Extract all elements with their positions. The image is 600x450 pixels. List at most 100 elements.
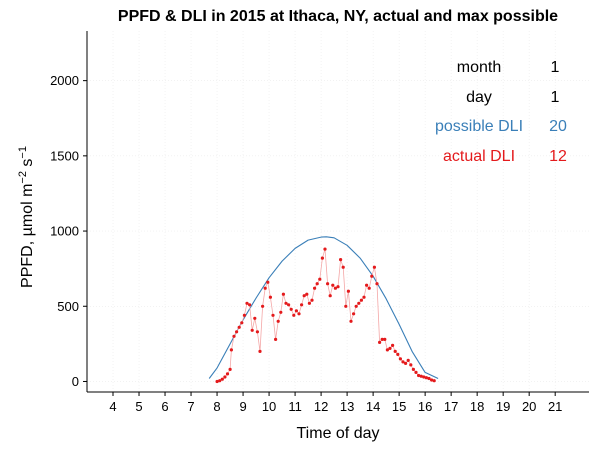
annotation-possible-value: 20 — [549, 118, 567, 135]
actual-ppfd-point — [250, 328, 254, 332]
actual-ppfd-point — [255, 330, 259, 334]
actual-ppfd-point — [375, 282, 379, 286]
x-tick-label: 11 — [288, 399, 302, 414]
actual-ppfd-point — [328, 294, 332, 298]
actual-ppfd-point — [432, 379, 436, 383]
actual-ppfd-point — [292, 313, 296, 317]
actual-ppfd-point — [274, 337, 278, 341]
actual-ppfd-point — [232, 334, 236, 338]
actual-ppfd-point — [315, 282, 319, 286]
y-axis-title: PPFD, µmol m−2 s−1 — [17, 146, 36, 288]
actual-ppfd-point — [346, 289, 350, 293]
actual-ppfd-point — [359, 298, 363, 302]
actual-ppfd-point — [253, 316, 257, 320]
x-tick-label: 5 — [135, 399, 142, 414]
annotation-actual-value: 12 — [549, 148, 567, 165]
y-tick-label: 500 — [57, 299, 79, 314]
actual-ppfd-point — [297, 312, 301, 316]
actual-ppfd-point — [419, 374, 423, 378]
x-tick-label: 4 — [109, 399, 116, 414]
actual-ppfd-point — [367, 286, 371, 290]
y-axis-title-exp2: −1 — [17, 146, 29, 159]
actual-ppfd-point — [307, 301, 311, 305]
x-tick-label: 14 — [366, 399, 380, 414]
actual-ppfd-point — [349, 319, 353, 323]
y-tick-label: 0 — [72, 374, 79, 389]
actual-ppfd-point — [305, 292, 309, 296]
actual-ppfd-point — [333, 286, 337, 290]
actual-ppfd-point — [357, 301, 361, 305]
actual-ppfd-point — [396, 352, 400, 356]
actual-ppfd-point — [235, 330, 239, 334]
actual-ppfd-point — [388, 346, 392, 350]
actual-ppfd-point — [318, 277, 322, 281]
y-tick-label: 1000 — [50, 224, 79, 239]
x-tick-label: 19 — [496, 399, 510, 414]
actual-ppfd-point — [417, 373, 421, 378]
actual-ppfd-point — [401, 360, 405, 364]
x-tick-label: 15 — [392, 399, 406, 414]
actual-ppfd-point — [320, 256, 324, 260]
actual-ppfd-point — [380, 337, 384, 341]
actual-ppfd-point — [424, 376, 428, 380]
actual-ppfd-point — [281, 292, 285, 296]
y-axis-title-mid: s — [19, 159, 36, 171]
actual-ppfd-point — [242, 313, 246, 317]
annotation-day-value: 1 — [551, 89, 560, 106]
actual-ppfd-point — [393, 349, 397, 353]
actual-ppfd-point — [245, 301, 249, 305]
actual-ppfd-point — [391, 343, 395, 347]
actual-ppfd-point — [341, 265, 345, 269]
x-tick-label: 12 — [314, 399, 328, 414]
actual-ppfd-point — [302, 294, 306, 298]
x-tick-label: 7 — [187, 399, 194, 414]
actual-ppfd-point — [352, 312, 356, 316]
actual-ppfd-point — [310, 298, 314, 302]
actual-ppfd-point — [344, 304, 348, 308]
x-tick-label: 13 — [340, 399, 354, 414]
x-tick-label: 16 — [418, 399, 432, 414]
actual-ppfd-point — [326, 282, 330, 286]
actual-ppfd-point — [385, 348, 389, 352]
actual-ppfd-point — [422, 375, 426, 379]
y-axis-title-exp1: −2 — [17, 171, 29, 184]
y-axis-title-main: PPFD, µmol m — [19, 184, 36, 288]
actual-ppfd-point — [276, 319, 280, 323]
y-tick-label: 1500 — [50, 148, 79, 163]
actual-ppfd-point — [228, 367, 232, 371]
actual-ppfd-point — [323, 247, 327, 251]
actual-ppfd-point — [266, 280, 270, 284]
actual-ppfd-point — [248, 303, 252, 307]
actual-ppfd-point — [404, 361, 408, 365]
actual-ppfd-point — [372, 265, 376, 269]
actual-ppfd-point — [271, 313, 275, 317]
actual-ppfd-point — [398, 357, 402, 361]
x-tick-label: 10 — [262, 399, 276, 414]
x-tick-label: 9 — [239, 399, 246, 414]
actual-ppfd-point — [406, 358, 410, 362]
actual-ppfd-point — [289, 307, 293, 311]
actual-ppfd-point — [300, 303, 304, 307]
actual-ppfd-point — [268, 295, 272, 299]
actual-ppfd-point — [383, 337, 387, 341]
actual-ppfd-point — [339, 258, 343, 262]
x-axis-title: Time of day — [297, 425, 380, 442]
actual-ppfd-point — [336, 285, 340, 289]
actual-ppfd-point — [427, 376, 431, 381]
actual-ppfd-point — [331, 283, 335, 287]
annotation-day-label: day — [466, 89, 492, 106]
annotation-possible-label: possible DLI — [435, 118, 523, 135]
axis-layer: 4 5 6 7 8 9 10 11 12 13 14 15 16 17 18 19 20 210500100015… — [50, 31, 589, 414]
annotation-block: month 1 day 1 possible DLI 20 actual DLI… — [435, 59, 567, 165]
actual-ppfd-point — [263, 286, 267, 290]
actual-ppfd-point — [215, 379, 219, 384]
actual-ppfd-point — [362, 295, 366, 299]
x-tick-label: 17 — [444, 399, 458, 414]
actual-ppfd-point — [354, 304, 358, 308]
actual-ppfd-point — [279, 310, 283, 314]
actual-ppfd-point — [220, 377, 224, 381]
actual-ppfd-point — [240, 321, 244, 325]
actual-ppfd-point — [218, 379, 222, 383]
actual-ppfd-point — [378, 340, 382, 344]
annotation-month-label: month — [457, 59, 501, 76]
